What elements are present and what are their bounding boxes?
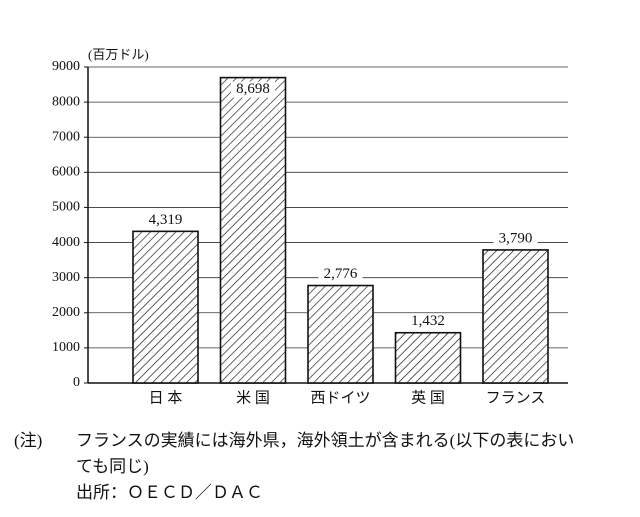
bar bbox=[307, 284, 374, 384]
x-tick-label: 西ドイツ bbox=[310, 390, 370, 406]
value-label: 1,432 bbox=[411, 313, 445, 329]
source: 出所：ＯＥＣＤ／ＤＡＣ bbox=[76, 483, 263, 502]
bar bbox=[219, 76, 287, 384]
value-label-bg bbox=[231, 81, 275, 98]
y-tick-label: 1000 bbox=[52, 340, 80, 355]
value-label-bg bbox=[318, 266, 363, 283]
y-tick-label: 8000 bbox=[52, 94, 80, 109]
note-line: フランスの実績には海外県，海外領土が含まれる(以下の表におい bbox=[76, 431, 575, 450]
y-tick-label: 9000 bbox=[52, 59, 80, 74]
chart: (百万ドル) 0 1000 2000 3000 4000 5000 6000 7000 8000… bbox=[52, 47, 568, 406]
y-tick-label: 5000 bbox=[52, 200, 80, 215]
y-tick-label: 4000 bbox=[52, 235, 80, 250]
x-tick-label: フランス bbox=[486, 390, 546, 406]
x-tick-label: 英 国 bbox=[411, 388, 445, 406]
y-tick-label: 7000 bbox=[52, 129, 80, 144]
y-tick-label: 0 bbox=[73, 375, 80, 390]
note-marker: (注) bbox=[14, 431, 43, 450]
note-line: ても同じ) bbox=[76, 457, 149, 476]
x-tick-label: 日 本 bbox=[149, 389, 183, 406]
x-tick-label: 米 国 bbox=[236, 389, 270, 406]
value-label: 3,790 bbox=[499, 230, 533, 246]
value-label: 4,319 bbox=[149, 212, 183, 228]
bar bbox=[132, 230, 199, 384]
bar bbox=[482, 249, 549, 384]
bar bbox=[394, 331, 462, 384]
unit-label: (百万ドル) bbox=[88, 47, 149, 62]
value-label-bg bbox=[493, 230, 538, 247]
value-label-bg bbox=[406, 313, 450, 330]
y-tick-label: 3000 bbox=[52, 270, 80, 285]
value-label: 2,776 bbox=[324, 266, 358, 282]
value-label: 8,698 bbox=[236, 81, 270, 97]
value-label-bg bbox=[143, 212, 188, 229]
y-tick-label: 6000 bbox=[52, 165, 80, 180]
y-tick-label: 2000 bbox=[52, 305, 80, 320]
